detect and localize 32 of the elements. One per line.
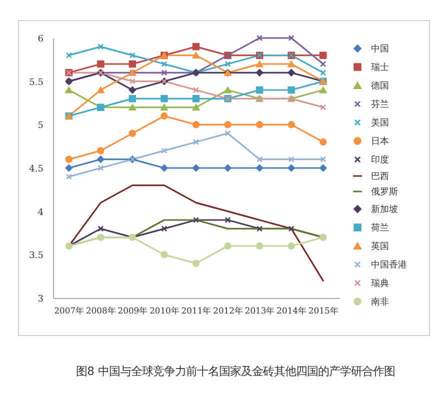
x-tick-label: 2007年 <box>54 306 84 316</box>
legend-label: 中国 <box>371 44 389 54</box>
legend-label: 印度 <box>371 154 389 166</box>
caption: 图8 中国与全球竞争力前十名国家及金砖其他四国的产学研合作图 <box>75 364 396 379</box>
legend-label: 新加坡 <box>371 204 398 215</box>
legend-label: 瑞士 <box>371 62 389 73</box>
legend-label: 英国 <box>371 241 389 252</box>
y-tick-label: 4.5 <box>29 164 44 174</box>
y-tick-label: 5 <box>38 121 44 132</box>
legend-label: 德国 <box>371 80 389 92</box>
legend-label: 荷兰 <box>371 222 389 234</box>
legend-label: 芬兰 <box>371 99 389 110</box>
legend-label: 美国 <box>371 118 389 128</box>
legend-label: 瑞典 <box>371 278 389 289</box>
x-tick-label: 2015年 <box>308 306 338 316</box>
x-tick-label: 2011年 <box>181 306 211 316</box>
y-tick-label: 5.5 <box>29 78 44 88</box>
legend-label: 南非 <box>371 296 389 308</box>
x-tick-label: 2013年 <box>244 306 274 316</box>
y-tick-label: 3.5 <box>29 251 44 262</box>
legend-label: 俄罗斯 <box>371 186 398 198</box>
x-tick-label: 2012年 <box>213 306 242 316</box>
x-tick-label: 2014年 <box>276 306 306 316</box>
x-tick-label: 2010年 <box>150 306 179 316</box>
legend-label: 日本 <box>371 136 389 147</box>
y-tick-label: 6 <box>38 34 44 44</box>
legend-label: 中国香港 <box>371 260 407 270</box>
y-tick-label: 3 <box>38 294 44 304</box>
x-tick-label: 2008年 <box>86 306 116 316</box>
legend-label: 巴西 <box>371 172 389 182</box>
y-tick-label: 4 <box>38 208 44 218</box>
x-tick-label: 2009年 <box>118 306 148 316</box>
